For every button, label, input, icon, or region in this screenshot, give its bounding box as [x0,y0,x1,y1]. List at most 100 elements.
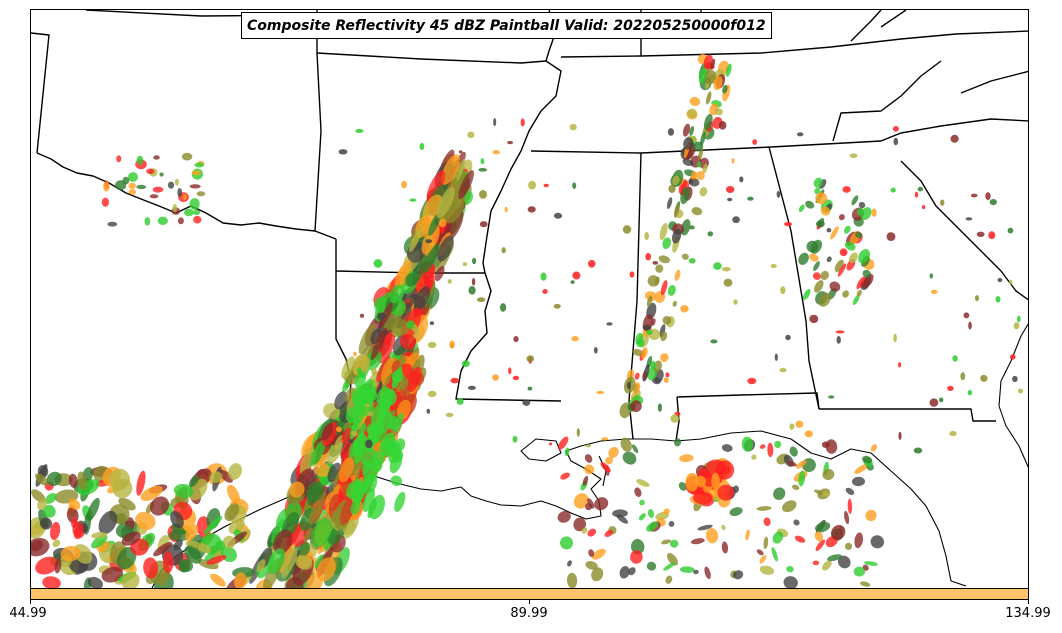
paintball-blob [479,221,488,228]
paintball-blob [773,487,786,501]
paintball-blob [722,267,731,272]
paintball-blob [646,521,659,532]
paintball-blob [839,248,848,257]
paintball-blob [697,524,713,531]
paintball-blob [116,155,122,163]
coast-lake-pontchartrain [520,438,562,462]
paintball-blob [635,332,644,345]
paintball-blob [472,257,477,265]
paintball-blob [705,91,712,105]
paintball-blob [658,255,671,264]
coast-florida-panhandle [675,430,967,587]
paintball-blob [68,498,81,510]
paintball-blob [197,543,211,554]
state-boundaries [31,10,1028,482]
paintball-blob [779,368,787,373]
paintball-blob [91,534,108,549]
paintball-blob [310,518,332,548]
paintball-blob [642,324,652,331]
paintball-blob [830,226,839,240]
paintball-blob [401,180,407,189]
paintball-blob [184,208,194,217]
paintball-blob [196,191,206,197]
paintball-blob [796,460,807,469]
paintball-blob [467,385,476,390]
paintball-blob [352,389,362,406]
paintball-blob [522,399,531,406]
paintball-blob [632,348,644,357]
paintball-blob [893,137,899,146]
paintball-blob [792,484,800,491]
paintball-blob [721,444,733,452]
colorbar-label-max: 134.99 [1005,606,1051,621]
paintball-blob [172,204,177,213]
paintball-blob [480,158,485,165]
paintball-blob [970,193,978,198]
paintball-blob [657,403,663,412]
boundary-ok-ar [314,52,322,232]
paintball-blob [663,377,669,383]
paintball-blob [458,150,463,154]
paintball-blob [789,423,795,430]
paintball-blob [710,58,716,70]
paintball-blob [576,428,580,437]
paintball-blob [692,491,713,505]
paintball-blob [822,491,830,497]
paintball-blob [594,497,609,511]
paintball-blob [810,239,823,254]
paintball-blob [573,517,587,532]
paintball-blob [215,540,226,551]
paintball-blob [1010,354,1016,360]
paintball-blob [520,118,525,127]
paintball-blob [135,511,156,530]
paintball-blob [669,539,679,548]
paintball-blob [281,548,298,578]
paintball-blob [680,187,690,205]
paintball-blob [774,440,782,449]
paintball-blob [756,549,764,556]
paintball-blob [893,333,897,343]
paintball-blob [128,182,136,189]
paintball-blob [646,329,653,336]
paintball-blob [587,498,595,509]
paintball-blob [646,295,653,308]
paintball-blob [399,333,417,350]
paintball-blob [285,576,304,588]
paintball-blob [968,321,972,330]
paintball-blob [809,253,819,262]
paintball-blob [439,218,447,228]
paintball-blob [747,196,754,201]
paintball-blob [723,278,733,287]
paintball-blob [566,572,578,588]
paintball-blob [668,520,675,527]
paintball-blob [826,256,832,263]
paintball-blob [853,566,866,577]
paintball-blob [143,557,159,579]
paintball-blob [493,118,497,127]
paintball-blob [540,272,547,281]
paintball-blob [707,231,714,237]
coast-mobile-bay [598,455,607,487]
paintball-blob [721,524,726,531]
paintball-blob [140,485,163,501]
paintball-blob [690,171,698,180]
paintball-blob [128,189,136,195]
paintball-blob [591,567,604,582]
paintball-blob [150,496,170,516]
paintball-blob [813,177,823,188]
paintball-blob [407,366,422,393]
paintball-blob [182,193,187,201]
paintball-blob [504,206,508,213]
paintball-blob [37,498,48,510]
paintball-blob [91,532,108,539]
paintball-blob [662,237,672,250]
boundary-ky-tn [560,33,957,58]
paintball-blob [826,228,832,233]
paintball-blob [109,468,130,490]
paintball-blob [821,441,830,448]
paintball-blob [360,313,364,318]
paintball-blob [543,183,549,188]
paintball-blob [698,67,707,84]
paintball-blob [795,420,804,428]
paintball-blob [569,123,577,131]
